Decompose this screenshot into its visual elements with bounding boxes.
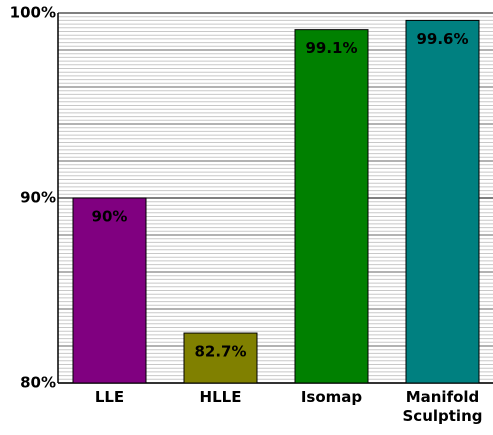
y-tick-label: 90% [20, 189, 56, 207]
data-label: 99.1% [305, 39, 357, 57]
x-tick-label: HLLE [199, 388, 242, 406]
bar [405, 19, 480, 384]
x-tick-label: LLE [94, 388, 125, 406]
bar [294, 29, 369, 384]
y-tick-label: 100% [10, 4, 56, 22]
data-label: 99.6% [416, 30, 468, 48]
bar [72, 197, 147, 384]
data-label: 82.7% [194, 343, 246, 361]
y-tick-label: 80% [20, 374, 56, 392]
bar [183, 332, 258, 384]
x-tick-label: Manifold Sculpting [402, 388, 483, 425]
x-tick-label: Isomap [300, 388, 363, 406]
data-label: 90% [92, 208, 128, 226]
